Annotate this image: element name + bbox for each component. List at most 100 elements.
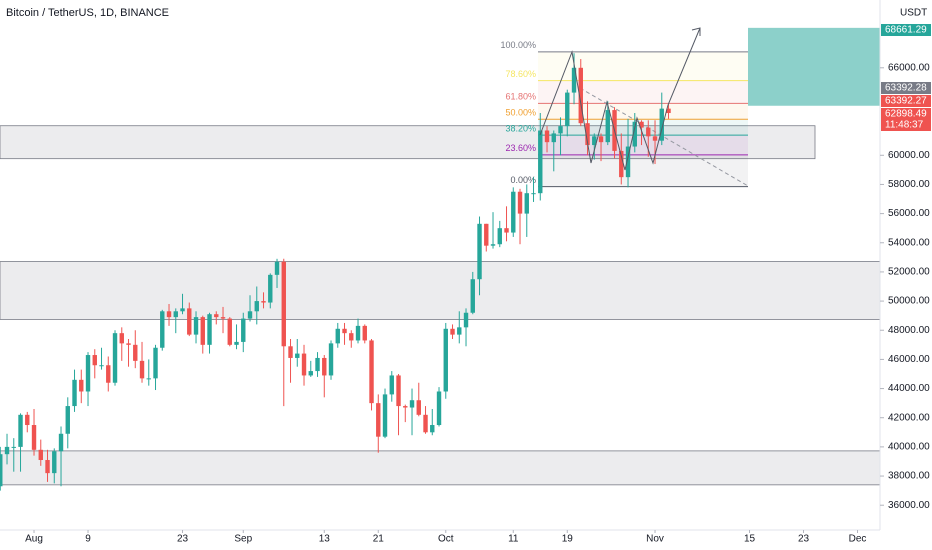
price-label: 11:48:37 [885,120,924,131]
y-tick-label: 66000.00 [888,62,930,73]
y-tick-label: 46000.00 [888,354,930,365]
candle-body [497,228,502,245]
support-zone [0,450,881,486]
candle-body [619,150,624,178]
fib-label: 0.00% [510,175,536,185]
candle-body [511,191,516,233]
x-tick-label: 15 [744,534,756,545]
candle-body [565,92,570,127]
candle-body [247,311,253,319]
candle-body [99,365,104,367]
candle-body [25,414,30,426]
currency: USDT [900,8,927,19]
candle-body [52,451,57,474]
candle-body [571,67,577,93]
candle-body [268,274,273,303]
candle-body [119,333,124,344]
price-label-box [881,108,931,120]
candle-body [0,454,3,487]
candle-body [436,391,442,426]
price-label-box [881,95,931,107]
y-tick-label: 54000.00 [888,237,930,248]
fib-band [538,51,748,81]
x-tick-label: Nov [646,534,664,545]
x-tick-label: 13 [319,534,331,545]
candle-body [524,193,529,214]
x-tick-label: Sep [234,534,252,545]
candle-body [4,446,10,455]
x-tick-label: 11 [508,534,519,545]
candle-body [450,328,455,335]
candle-body [328,343,334,376]
fib-band [538,154,748,187]
fib-label: 61.80% [505,92,536,102]
candle-body [315,357,320,372]
candle-body [342,328,347,334]
candle-body [295,353,300,358]
candle-body [38,449,43,461]
candle-body [153,347,158,379]
candle-body [517,191,523,214]
candle-body [79,379,84,392]
trend-line [579,87,749,187]
candles [0,53,671,491]
price-label-box [881,24,931,36]
candle-body [369,340,374,404]
y-tick-label: 48000.00 [888,325,930,336]
candle-body [362,325,367,341]
price-label: 63392.27 [885,96,927,107]
candle-body [139,360,145,379]
candle-body [11,446,16,448]
candle-body [598,136,604,143]
candle-body [18,414,23,447]
candle-body [207,314,212,345]
price-label: 68661.29 [885,25,927,36]
candle-body [261,301,266,303]
support-zone [0,261,881,320]
candle-body [281,261,286,347]
candle-body [160,311,165,348]
candle-body [457,327,462,335]
x-tick-label: 21 [373,534,385,545]
candle-body [166,311,172,318]
candle-body [126,343,131,345]
x-tick-label: 9 [85,534,91,545]
candle-body [531,193,536,195]
candle-body [389,375,394,395]
support-zone [0,125,816,160]
candle-body [416,400,421,415]
candle-body [274,261,280,275]
candle-body [646,127,651,137]
fib-label: 50.00% [505,108,536,118]
price-label: 62898.49 [885,109,927,120]
candle-body [106,365,111,383]
candle-body [85,355,91,392]
candle-body [288,346,293,358]
candle-body [551,133,556,143]
candle-body [578,67,583,124]
candle-body [173,311,178,318]
y-tick-label: 56000.00 [888,208,930,219]
candle-body [538,130,543,194]
candle-body [180,308,185,312]
x-tick-label: Dec [849,534,867,545]
candle-body [592,136,597,146]
y-tick-label: 40000.00 [888,442,930,453]
candle-body [652,136,658,141]
candle-body [227,318,232,345]
candle-body [45,460,50,474]
candle-body [409,400,415,408]
candle-body [632,121,637,147]
price-label-box [881,119,931,131]
candle-body [322,357,327,376]
candle-body [220,317,226,319]
candle-body [335,328,340,344]
candle-body [470,279,475,313]
candle-body [639,121,644,128]
candle-body [504,228,509,233]
candle-body [585,123,590,146]
candle-body [423,414,428,433]
candle-body [666,108,671,114]
